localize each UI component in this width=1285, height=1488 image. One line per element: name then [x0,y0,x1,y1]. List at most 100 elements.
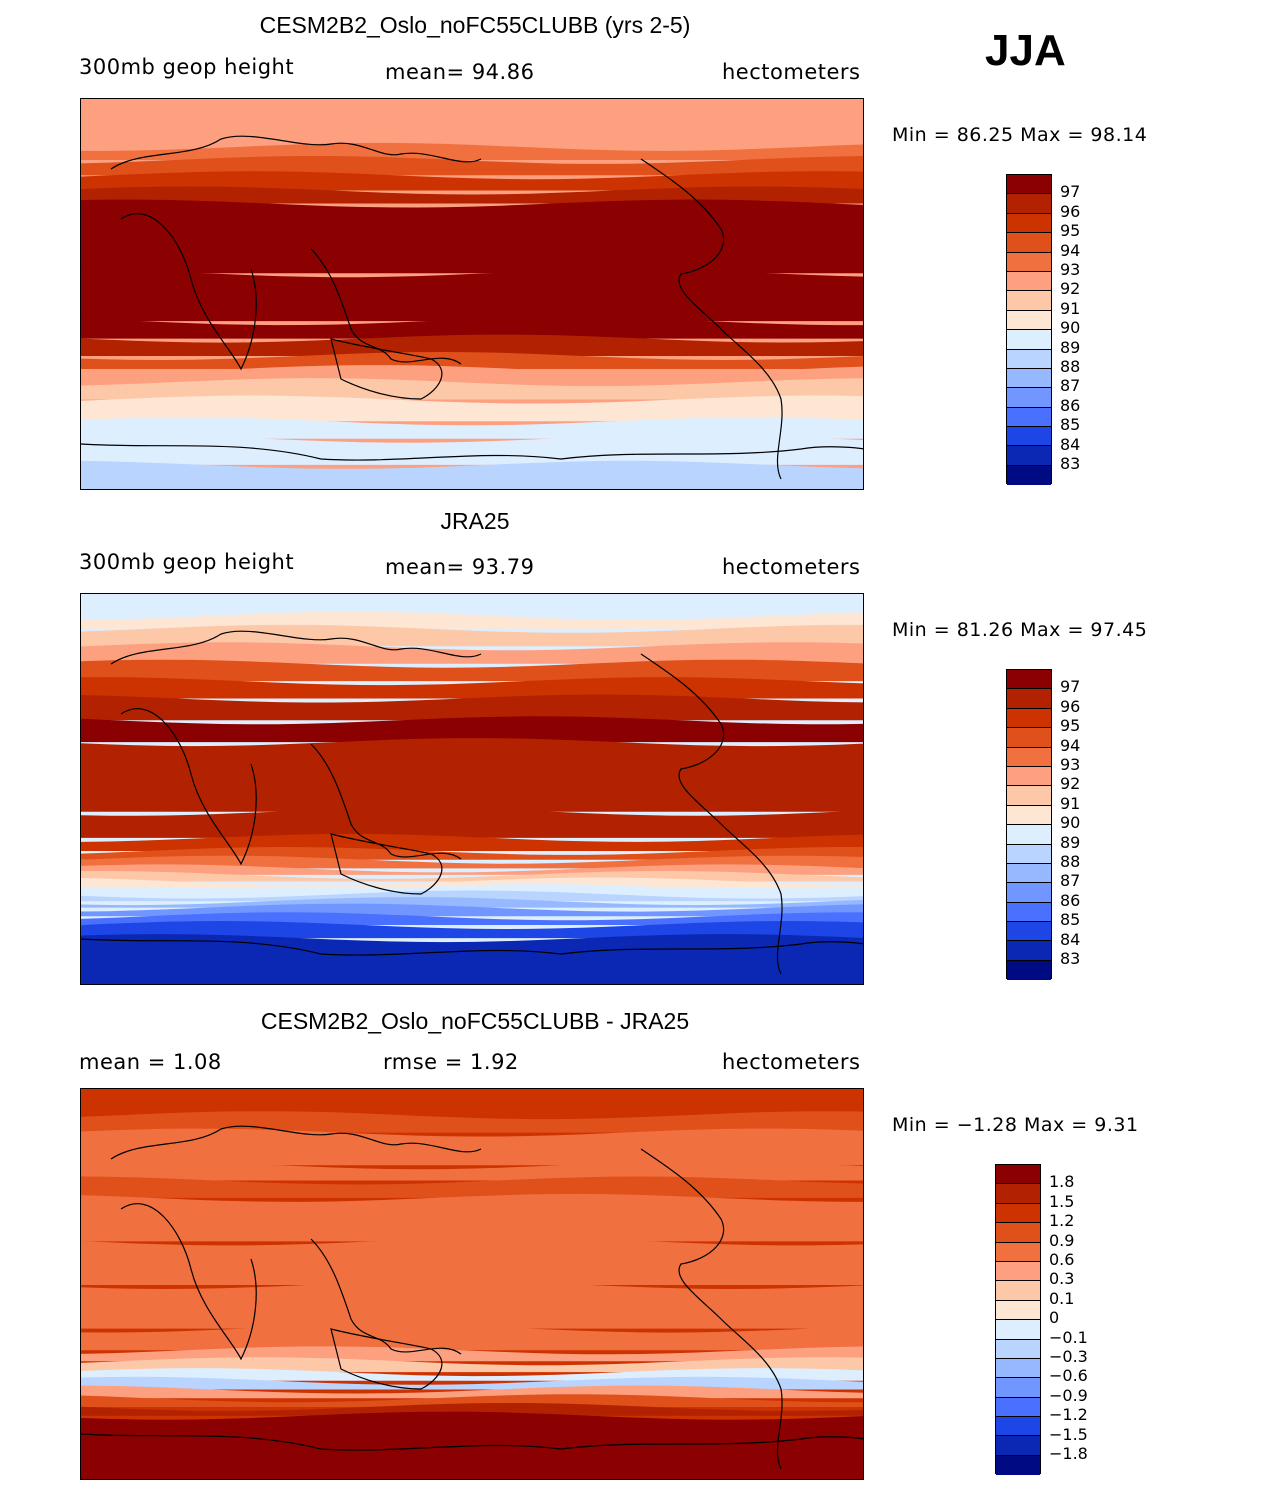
colorbar-tick-label: 83 [1060,454,1081,473]
contour-band [81,142,863,160]
colorbar-swatch [1007,863,1051,884]
contour-band [81,833,863,851]
contour-band [81,460,863,489]
contour-band [81,611,863,629]
coastline [310,248,462,365]
contour-band [81,890,863,902]
colorbar-tick-label: 94 [1060,735,1081,755]
coastline [330,338,443,400]
colorbar-tick-label: −1.2 [1049,1405,1088,1425]
colorbar-swatch [1007,883,1051,903]
colorbar-swatch [1007,427,1051,447]
contour-band [81,1089,863,1116]
colorbar-tick-label: 96 [1060,696,1081,716]
contour-band [81,921,863,939]
panel1-title: CESM2B2_Oslo_noFC55CLUBB (yrs 2-5) [259,12,691,38]
colorbar-swatch [1007,844,1051,864]
contour-band [81,99,863,132]
contour-band [81,1237,863,1285]
coastline [81,443,863,461]
colorbar-tick-label: 90 [1060,318,1081,338]
panel2-minmax: Min = 81.26 Max = 97.45 [892,619,1148,641]
coastline [110,135,482,170]
colorbar-tick-label: 97 [1060,182,1081,202]
colorbar-tick-label: 1.8 [1049,1172,1075,1192]
colorbar-swatch [1007,213,1051,234]
colorbar-tick-label: 1.5 [1049,1191,1075,1211]
colorbar-tick-label: 88 [1060,357,1081,376]
colorbar-tick-label: 92 [1060,774,1081,794]
colorbar-tick-label: 95 [1060,716,1081,736]
colorbar-tick-label: 97 [1060,677,1081,697]
coastline [720,1318,783,1470]
coastline [310,1238,462,1355]
colorbar-swatch [1007,388,1051,408]
colorbar-swatch [996,1397,1040,1418]
colorbar-swatch [996,1455,1040,1476]
colorbar-tick-label: 89 [1060,337,1081,357]
colorbar-swatch [1007,252,1051,272]
contour-band [81,934,863,984]
panel3-map [80,1088,864,1480]
contour-band [81,1176,863,1198]
coastline [720,328,783,480]
colorbar-swatch [1007,330,1051,350]
colorbar-swatch [1007,747,1051,767]
colorbar-swatch [1007,271,1051,292]
contour-band [81,127,863,147]
contour-band [81,199,863,274]
colorbar-swatch [1007,941,1051,961]
colorbar-tick-label: 96 [1060,201,1081,221]
panel3-mean-label: mean = 1.08 [79,1050,222,1074]
colorbar-swatch [1007,233,1051,253]
colorbar-swatch [1007,194,1051,214]
contour-band [81,395,863,422]
panel2-units-label: hectometers [722,555,861,579]
contour-band [81,434,863,465]
colorbar-tick-label: 83 [1060,949,1081,968]
colorbar-tick-label: 0.6 [1049,1250,1075,1269]
colorbar-swatch [996,1223,1040,1243]
contour-band [81,186,863,204]
colorbar-tick-label: −0.9 [1049,1385,1088,1405]
colorbar-tick-label: 1.2 [1049,1211,1075,1231]
contour-band [81,1128,863,1166]
contour-band [81,1111,863,1133]
contour-band [81,269,863,322]
colorbar-tick-label: 86 [1060,890,1081,910]
colorbar-swatch [996,1281,1040,1301]
colorbar-swatch [996,1300,1040,1321]
contour-band [81,677,863,699]
colorbar-swatch [1007,446,1051,466]
contour-band [81,156,863,176]
contour-band [81,378,863,400]
colorbar-swatch [996,1358,1040,1379]
colorbar-tick-label: −1.5 [1049,1424,1088,1444]
colorbar-swatch [1007,786,1051,806]
panel3-units-label: hectometers [722,1050,861,1074]
panel2-title: JRA25 [440,508,510,534]
colorbar-tick-label: 85 [1060,910,1081,930]
panel1-field [81,99,863,489]
colorbar-tick-label: 0.3 [1049,1269,1075,1289]
coastline [720,823,783,975]
contour-band [81,1357,863,1373]
contour-band [81,334,863,356]
contour-band [81,352,863,369]
contour-band [81,1394,863,1407]
colorbar-swatch [996,1203,1040,1224]
contour-band [81,1161,863,1181]
contour-band [81,659,863,682]
colorbar-swatch [996,1417,1040,1437]
colorbar-tick-label: 84 [1060,434,1081,454]
panel3-rmse-label: rmse = 1.92 [383,1050,519,1074]
colorbar-tick-label: 87 [1060,871,1081,891]
panel1-units-label: hectometers [722,60,861,84]
contour-band [81,1281,863,1329]
colorbar-tick-label: 91 [1060,793,1081,813]
season-label: JJA [985,26,1066,75]
coastline [640,1148,725,1320]
coastline [81,1433,863,1451]
colorbar-swatch [1007,368,1051,389]
coastline [330,833,443,895]
